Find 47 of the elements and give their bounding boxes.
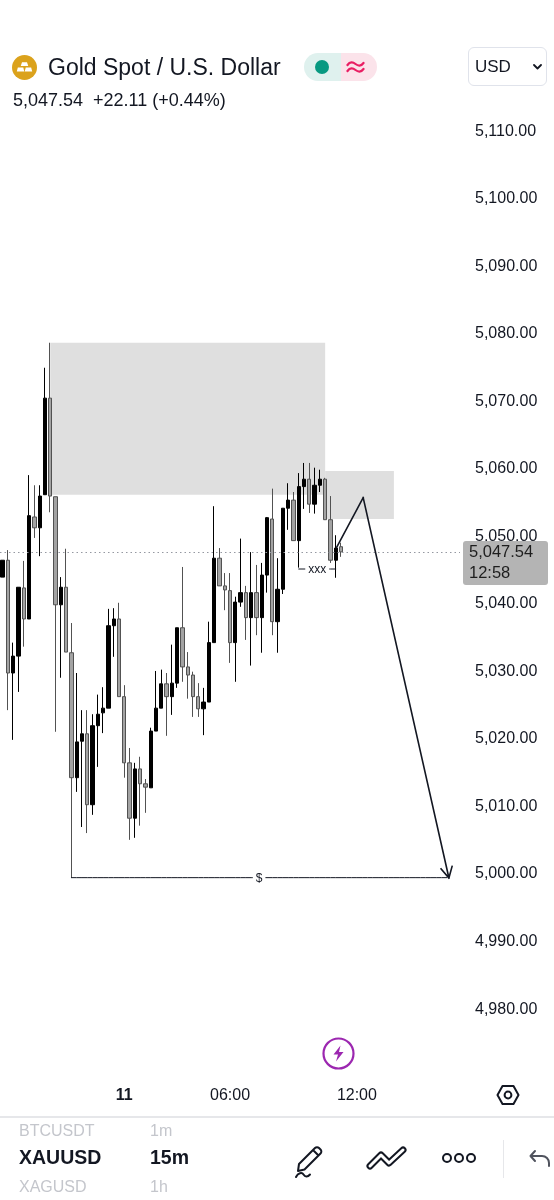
series-label: $: [255, 870, 263, 885]
chart-subtitle: 5,047.54 +22.11 (+0.44%): [13, 89, 226, 111]
candlestick: [254, 564, 259, 636]
chart-title: Gold Spot / U.S. Dollar: [48, 53, 281, 81]
y-tick-label: 4,980.00: [475, 999, 538, 1017]
dropdown-button: USD: [468, 47, 547, 86]
candlestick: [59, 576, 63, 679]
candlestick: [22, 560, 26, 648]
candlestick: [249, 551, 253, 667]
candlestick: [291, 491, 296, 542]
y-tick-label: 5,030.00: [475, 661, 538, 679]
text: BTCUSDT: [19, 1121, 95, 1141]
y-tick-label: 5,020.00: [475, 729, 538, 747]
y-tick-label: 5,000.00: [475, 864, 538, 882]
text: 1m: [150, 1121, 173, 1141]
y-tick-label: 5,100.00: [475, 189, 538, 207]
text: 1h: [150, 1177, 168, 1197]
candlestick: [43, 367, 47, 496]
candlestick: [0, 559, 5, 578]
candlestick: [164, 672, 169, 737]
y-tick-label: 5,060.00: [475, 459, 538, 477]
price-tag: 5,047.54 12:58: [463, 540, 548, 585]
y-tick-label: 5,090.00: [475, 256, 538, 274]
ref-line-label: 5,047.54: [469, 541, 535, 562]
candlestick: [133, 762, 137, 839]
text: XAUUSD: [19, 1146, 102, 1170]
x-tick-label: 12:00: [336, 1085, 378, 1103]
y-tick-label: 5,040.00: [475, 594, 538, 612]
text: 15m: [150, 1146, 190, 1170]
text: XAGUSD: [19, 1177, 87, 1197]
candlestick: [307, 462, 311, 514]
candlestick: [85, 709, 89, 834]
y-tick-label: 5,080.00: [475, 324, 538, 342]
y-tick-label: 5,070.00: [475, 391, 538, 409]
x-tick-label: 11: [115, 1085, 133, 1103]
y-tick-label: 5,110.00: [475, 121, 537, 139]
candlestick: [334, 534, 338, 579]
x-tick-label: 06:00: [209, 1085, 251, 1103]
candlestick: [244, 585, 248, 641]
candlestick: [27, 474, 31, 620]
candlestick: [32, 484, 37, 539]
y-tick-label: 4,990.00: [475, 931, 538, 949]
candlestick: [6, 549, 10, 711]
y-tick-label: 5,010.00: [475, 796, 538, 814]
candlestick: [38, 484, 42, 557]
candlestick: [270, 488, 274, 636]
candlestick: [339, 542, 343, 558]
